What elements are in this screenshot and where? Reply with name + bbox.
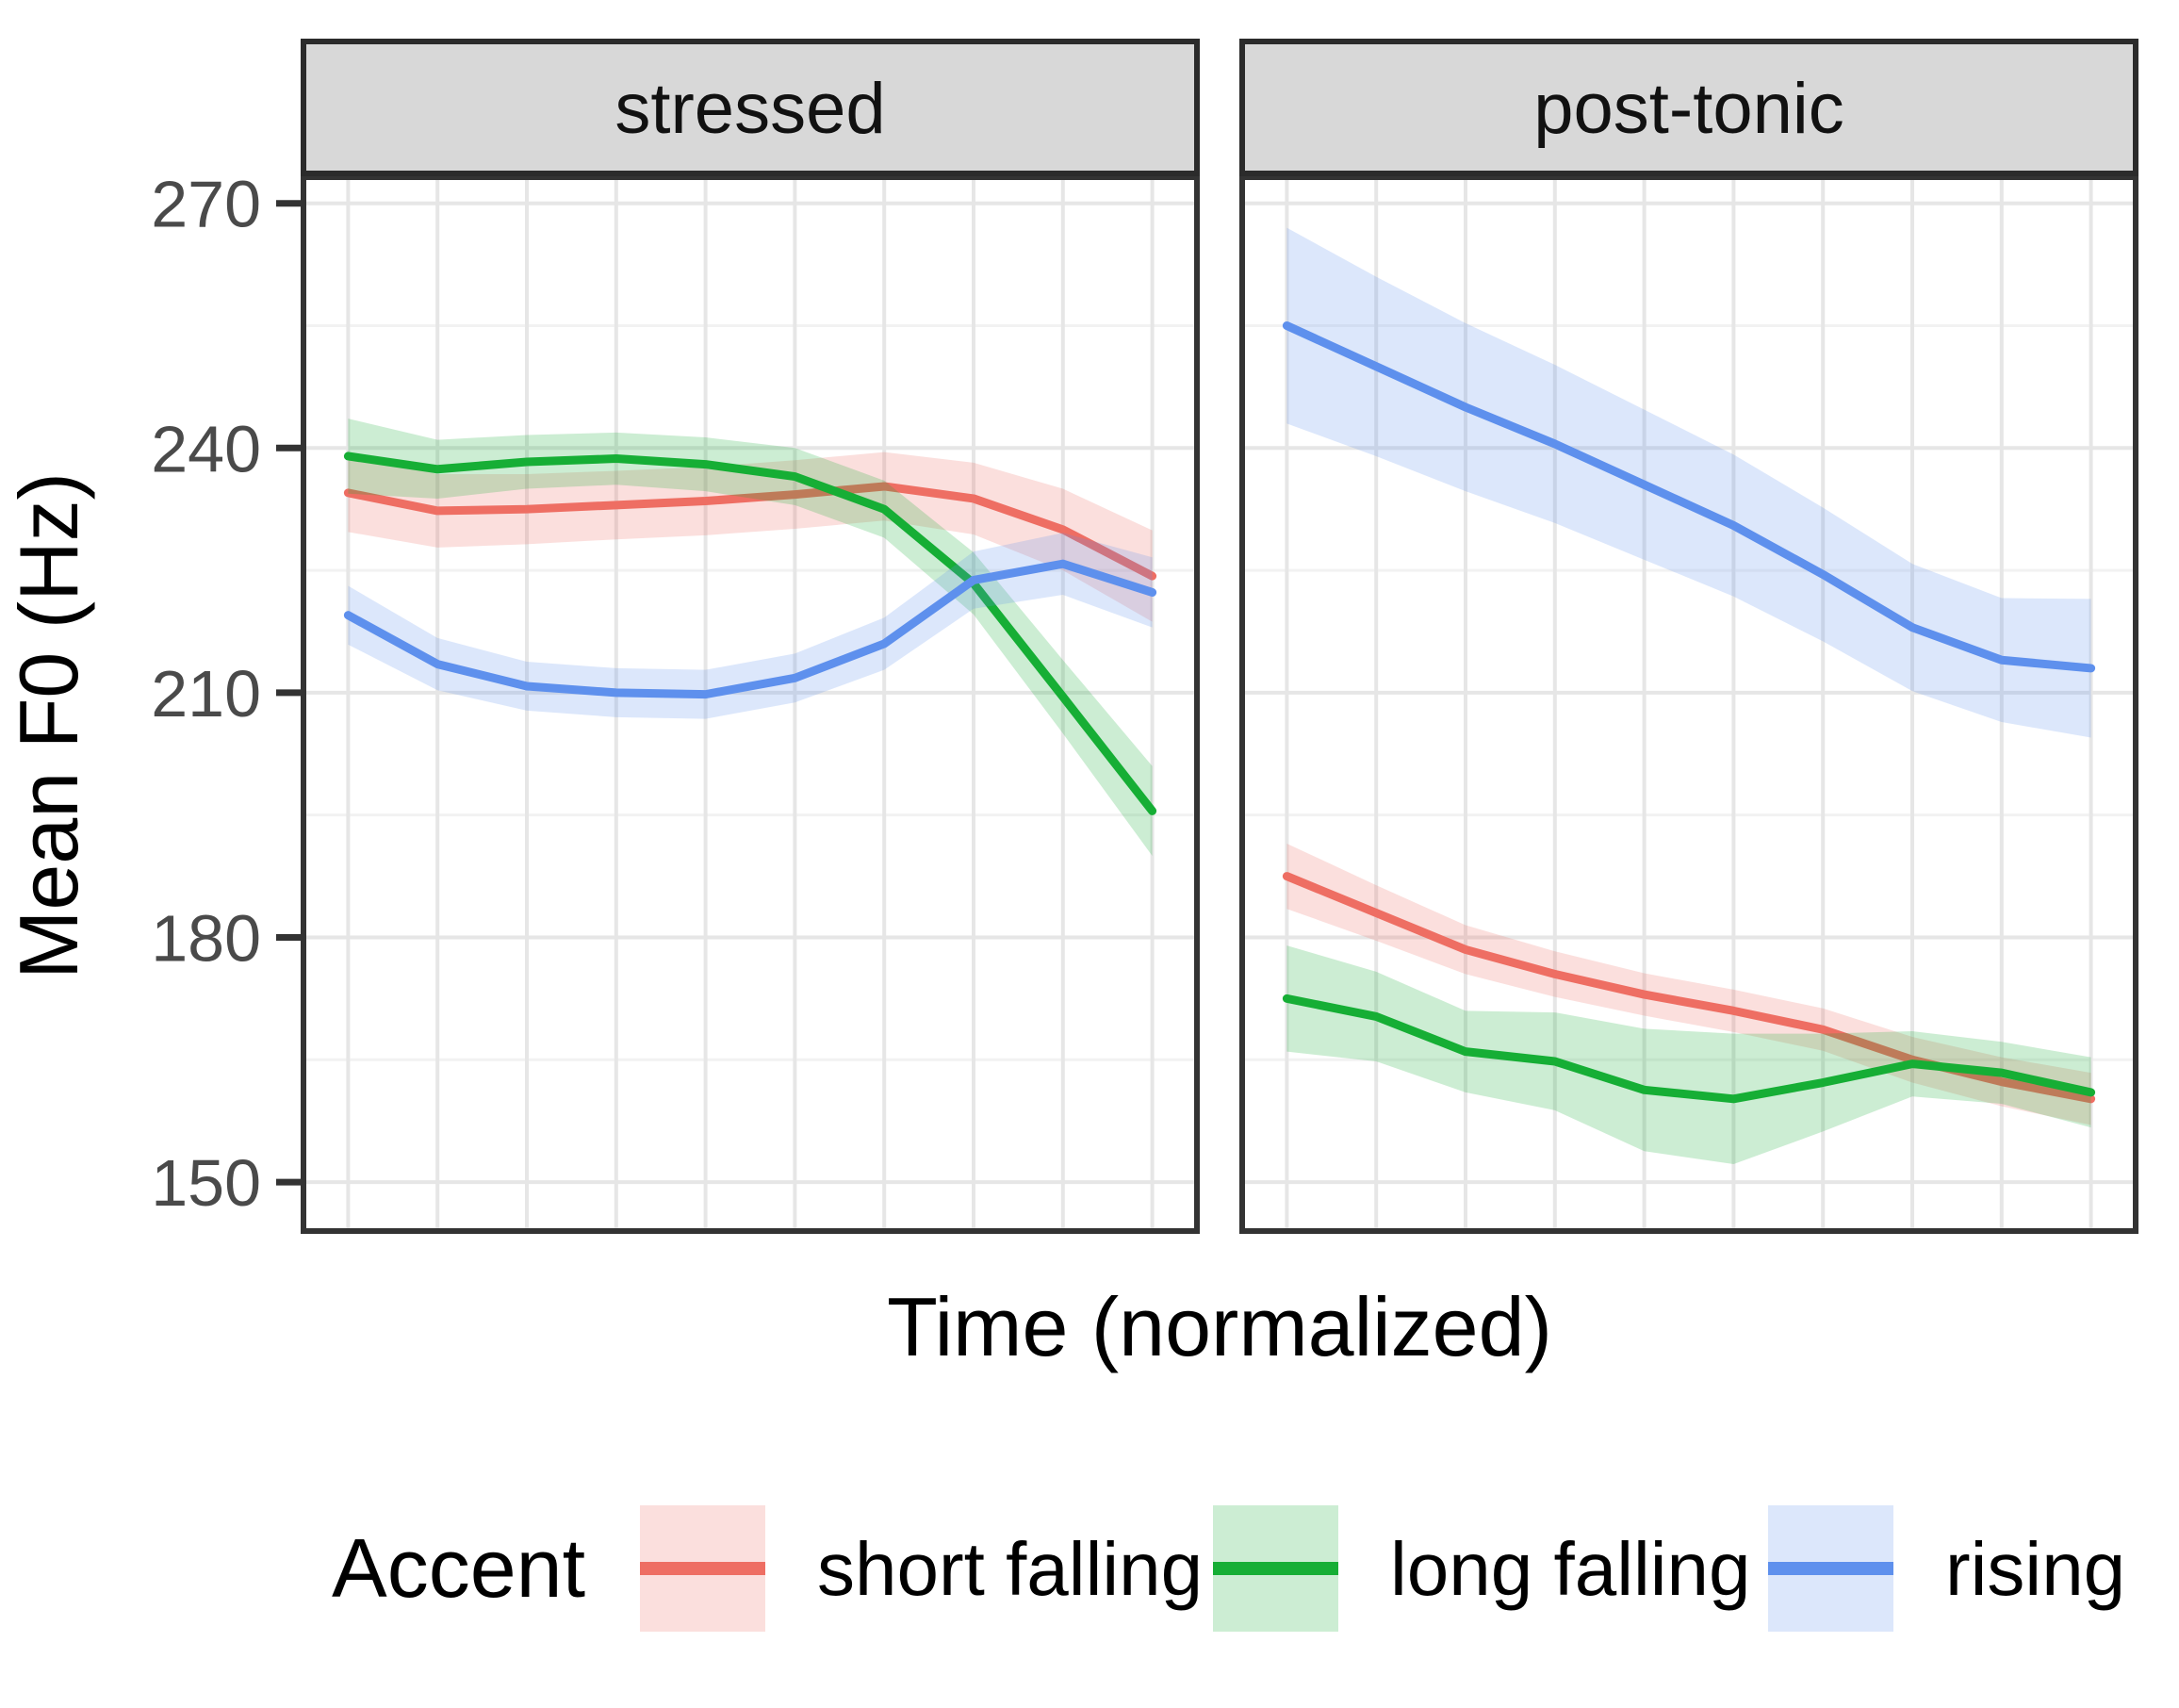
panel-background — [1242, 177, 2136, 1231]
ribbon-long-falling-stressed — [348, 419, 1153, 856]
y-tick-label-270: 270 — [151, 168, 261, 241]
line-short-falling-stressed — [343, 482, 1157, 581]
line-long-falling-stressed — [343, 452, 1157, 815]
y-tick-label-180: 180 — [151, 901, 261, 975]
legend-item-long-falling: long falling — [1213, 1505, 1751, 1632]
legend-label-short-falling: short falling — [817, 1527, 1203, 1611]
ribbon-rising-stressed — [348, 533, 1153, 719]
ribbon-long-falling-post-tonic — [1286, 945, 2091, 1165]
legend-item-rising: rising — [1768, 1505, 2125, 1632]
legend-title: Accent — [332, 1521, 585, 1615]
line-rising-post-tonic — [1282, 320, 2096, 673]
panel-background — [303, 177, 1197, 1231]
legend-label-rising: rising — [1945, 1527, 2125, 1611]
y-tick-label-240: 240 — [151, 412, 261, 485]
panel-border — [301, 174, 1200, 1234]
legend: short falling long falling rising — [640, 1505, 2125, 1632]
legend-swatch-line-long-falling — [1213, 1562, 1338, 1575]
y-axis-title: Mean F0 (Hz) — [2, 472, 95, 979]
y-tick-label-150: 150 — [151, 1146, 261, 1220]
panel-border — [1239, 174, 2138, 1234]
facet-post-tonic: post-tonic — [1239, 39, 2138, 1234]
legend-swatch-line-rising — [1768, 1562, 1893, 1575]
facet-strip-label-post-tonic: post-tonic — [1533, 69, 1844, 149]
facet-strip-post-tonic — [1239, 39, 2138, 176]
line-rising-stressed — [343, 559, 1157, 699]
facet-stressed: stressed — [301, 39, 1200, 1234]
legend-label-long-falling: long falling — [1390, 1527, 1751, 1611]
legend-item-short-falling: short falling — [640, 1505, 1203, 1632]
line-long-falling-post-tonic — [1282, 994, 2096, 1104]
y-tick-label-210: 210 — [151, 657, 261, 731]
legend-swatch-line-short-falling — [640, 1562, 765, 1575]
facet-strip-stressed — [301, 39, 1200, 176]
facet-strip-label-stressed: stressed — [614, 69, 885, 149]
x-axis-title: Time (normalized) — [887, 1280, 1552, 1373]
chart-panels: stressed post-tonic 150 180 210 240 270 — [151, 39, 2138, 1234]
